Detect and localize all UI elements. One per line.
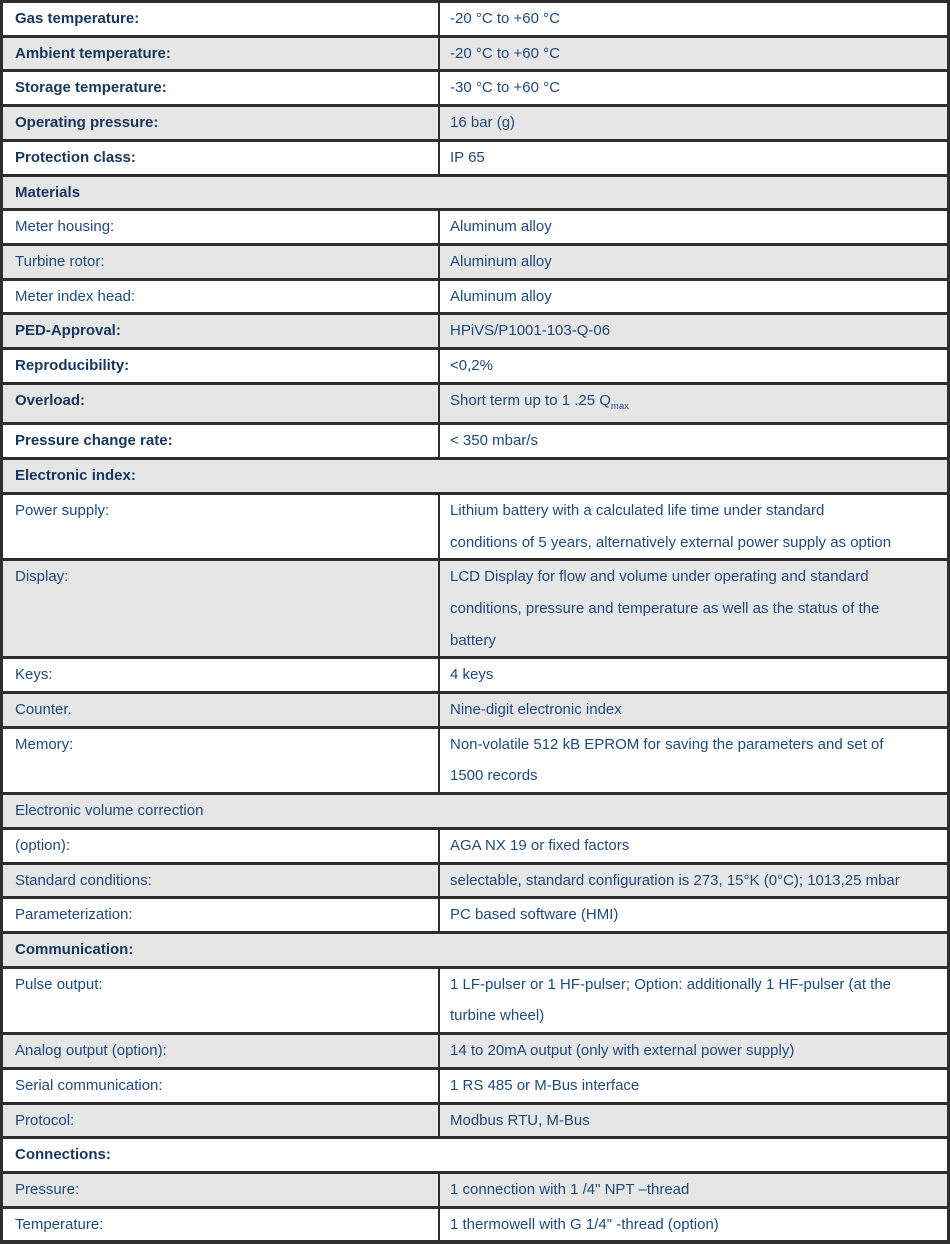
spec-label: Overload: xyxy=(15,391,86,409)
spec-value: Modbus RTU, M-Bus xyxy=(438,1104,947,1137)
spec-value: 1 connection with 1 /4" NPT –thread xyxy=(438,1173,947,1206)
spec-value: 16 bar (g) xyxy=(438,107,947,139)
table-row: Meter housing: Aluminum alloy xyxy=(3,211,947,246)
spec-value: Lithium battery with a calculated life t… xyxy=(438,494,947,559)
spec-value: AGA NX 19 or fixed factors xyxy=(438,829,947,862)
spec-label: Protection class: xyxy=(15,148,136,166)
table-row: Protection class: IP 65 xyxy=(3,141,947,177)
spec-value: 1 LF-pulser or 1 HF-pulser; Option: addi… xyxy=(438,968,947,1033)
spec-value: selectable, standard configuration is 27… xyxy=(438,864,947,897)
spec-value: Nine-digit electronic index xyxy=(438,694,947,726)
table-row: Reproducibility: <0,2% xyxy=(3,350,947,385)
table-row: PED-Approval: HPiVS/P1001-103-Q-06 xyxy=(3,315,947,351)
spec-value: 4 keys xyxy=(438,659,947,692)
table-row: Storage temperature: -30 °C to +60 °C xyxy=(3,72,947,108)
spec-label: Meter housing: xyxy=(15,218,115,236)
spec-label: Pulse output: xyxy=(15,975,103,993)
section-header-row: Electronic volume correction xyxy=(3,795,947,830)
spec-value: -20 °C to +60 °C xyxy=(438,37,947,70)
table-row: Display: LCD Display for flow and volume… xyxy=(3,561,947,660)
spec-value-text: Short term up to 1 .25 Q xyxy=(450,391,611,409)
spec-value: <0,2% xyxy=(438,350,947,382)
spec-label: Memory: xyxy=(15,735,74,753)
table-row: Turbine rotor: Aluminum alloy xyxy=(3,245,947,281)
spec-label: Counter. xyxy=(15,701,72,719)
table-row: Parameterization: PC based software (HMI… xyxy=(3,899,947,934)
spec-label: Serial communication: xyxy=(15,1076,163,1094)
spec-label: Protocol: xyxy=(15,1111,75,1129)
section-title: Communication: xyxy=(15,940,134,958)
spec-value: Aluminum alloy xyxy=(438,211,947,243)
spec-label: Pressure: xyxy=(15,1180,80,1198)
section-header-row: Electronic index: xyxy=(3,460,947,495)
spec-value: HPiVS/P1001-103-Q-06 xyxy=(438,315,947,348)
spec-value: IP 65 xyxy=(438,141,947,174)
section-title: Electronic index: xyxy=(15,467,136,485)
spec-value: PC based software (HMI) xyxy=(438,899,947,931)
table-row: Pressure change rate: < 350 mbar/s xyxy=(3,425,947,461)
spec-label: Parameterization: xyxy=(15,906,133,924)
table-row: Pressure: 1 connection with 1 /4" NPT –t… xyxy=(3,1173,947,1209)
table-row: Counter. Nine-digit electronic index xyxy=(3,694,947,729)
spec-label: Analog output (option): xyxy=(15,1042,167,1060)
spec-label: Power supply: xyxy=(15,501,110,519)
table-row: Operating pressure: 16 bar (g) xyxy=(3,107,947,142)
spec-label: Temperature: xyxy=(15,1215,104,1233)
table-row: Temperature: 1 thermowell with G 1/4" -t… xyxy=(3,1208,947,1241)
section-header-row: Materials xyxy=(3,176,947,212)
table-row: Pulse output: 1 LF-pulser or 1 HF-pulser… xyxy=(3,968,947,1036)
spec-label: (option): xyxy=(15,836,71,854)
table-row: Analog output (option): 14 to 20mA outpu… xyxy=(3,1035,947,1070)
spec-value: Aluminum alloy xyxy=(438,280,947,313)
table-row: Gas temperature: -20 °C to +60 °C xyxy=(3,3,947,38)
table-row: Serial communication: 1 RS 485 or M-Bus … xyxy=(3,1069,947,1105)
spec-value: 1 thermowell with G 1/4" -thread (option… xyxy=(438,1208,947,1241)
section-title: Materials xyxy=(15,183,81,201)
spec-value: Non-volatile 512 kB EPROM for saving the… xyxy=(438,728,947,793)
spec-label: Turbine rotor: xyxy=(15,252,105,270)
section-header-row: Connections: xyxy=(3,1139,947,1174)
table-row: (option): AGA NX 19 or fixed factors xyxy=(3,829,947,865)
spec-value: Short term up to 1 .25 Qmax xyxy=(438,384,947,423)
section-title: Connections: xyxy=(15,1146,111,1164)
spec-value: 1 RS 485 or M-Bus interface xyxy=(438,1069,947,1102)
table-row: Memory: Non-volatile 512 kB EPROM for sa… xyxy=(3,728,947,796)
table-row: Ambient temperature: -20 °C to +60 °C xyxy=(3,37,947,73)
spec-label: Standard conditions: xyxy=(15,871,152,889)
spec-label: Display: xyxy=(15,568,69,586)
spec-label: Pressure change rate: xyxy=(15,432,173,450)
spec-label: Ambient temperature: xyxy=(15,44,171,62)
table-row: Meter index head: Aluminum alloy xyxy=(3,280,947,316)
spec-label: PED-Approval: xyxy=(15,322,121,340)
section-header-row: Communication: xyxy=(3,933,947,969)
spec-value: Aluminum alloy xyxy=(438,245,947,278)
spec-value: LCD Display for flow and volume under op… xyxy=(438,561,947,657)
table-row: Overload: Short term up to 1 .25 Qmax xyxy=(3,384,947,426)
table-row: Power supply: Lithium battery with a cal… xyxy=(3,494,947,562)
section-title: Electronic volume correction xyxy=(15,802,204,820)
spec-label: Reproducibility: xyxy=(15,357,130,375)
spec-label: Storage temperature: xyxy=(15,79,167,97)
spec-value-subscript: max xyxy=(610,400,629,412)
spec-value: 14 to 20mA output (only with external po… xyxy=(438,1035,947,1067)
spec-label: Operating pressure: xyxy=(15,114,159,132)
spec-value: < 350 mbar/s xyxy=(438,425,947,458)
spec-value: -20 °C to +60 °C xyxy=(438,3,947,35)
spec-label: Meter index head: xyxy=(15,287,136,305)
spec-label: Keys: xyxy=(15,666,53,684)
spec-label: Gas temperature: xyxy=(15,10,140,27)
table-row: Keys: 4 keys xyxy=(3,659,947,695)
table-row: Standard conditions: selectable, standar… xyxy=(3,864,947,900)
table-row: Protocol: Modbus RTU, M-Bus xyxy=(3,1104,947,1140)
spec-value: -30 °C to +60 °C xyxy=(438,72,947,105)
